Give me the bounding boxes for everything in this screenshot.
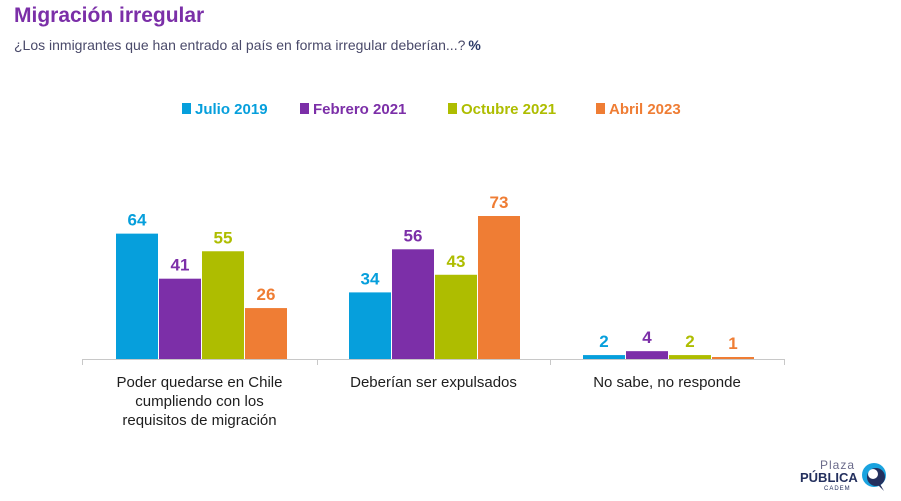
- category-label: requisitos de migración: [122, 412, 276, 429]
- bar-value-label: 43: [447, 252, 466, 271]
- logo-speech-bubble-icon: [862, 463, 886, 491]
- bar-value-label: 2: [599, 332, 608, 351]
- chart-subtitle: ¿Los inmigrantes que han entrado al país…: [14, 37, 481, 53]
- bar-value-label: 41: [171, 256, 190, 275]
- legend-swatch: [300, 103, 309, 114]
- bar: [626, 351, 668, 359]
- legend-swatch: [448, 103, 457, 114]
- bar: [349, 292, 391, 359]
- category-label: Poder quedarse en Chile: [117, 374, 283, 391]
- bar-value-label: 26: [257, 285, 276, 304]
- subtitle-question: ¿Los inmigrantes que han entrado al país…: [14, 37, 466, 53]
- category-label: cumpliendo con los: [135, 393, 263, 410]
- bar-value-label: 56: [404, 226, 423, 245]
- bar-value-label: 34: [361, 269, 380, 288]
- legend-label: Abril 2023: [609, 101, 681, 118]
- bar-value-label: 64: [128, 211, 147, 230]
- legend-label: Febrero 2021: [313, 101, 406, 118]
- legend-label: Octubre 2021: [461, 101, 556, 118]
- bar: [712, 357, 754, 359]
- legend-swatch: [596, 103, 605, 114]
- bar: [583, 355, 625, 359]
- chart-title: Migración irregular: [14, 4, 205, 27]
- bar: [478, 216, 520, 359]
- bar: [435, 274, 477, 359]
- logo-publica-text: PÚBLICA: [800, 470, 858, 485]
- bar-value-label: 55: [214, 228, 233, 247]
- bar-value-label: 2: [685, 332, 694, 351]
- bar: [202, 251, 244, 359]
- bar-value-label: 73: [490, 193, 509, 212]
- bar: [245, 308, 287, 359]
- legend-label: Julio 2019: [195, 101, 268, 118]
- category-label: Deberían ser expulsados: [350, 374, 517, 391]
- subtitle-unit: %: [468, 37, 481, 53]
- bar: [159, 278, 201, 359]
- logo-plaza-text: Plaza: [820, 458, 856, 472]
- bar-value-label: 1: [728, 334, 737, 353]
- logo-cadem-text: CADEM: [824, 486, 851, 492]
- legend-swatch: [182, 103, 191, 114]
- category-label: No sabe, no responde: [593, 374, 741, 391]
- bar: [392, 249, 434, 359]
- bar: [116, 233, 158, 359]
- bar-value-label: 4: [642, 328, 652, 347]
- bar: [669, 355, 711, 359]
- plaza-publica-logo: Plaza PÚBLICA CADEM: [800, 456, 895, 496]
